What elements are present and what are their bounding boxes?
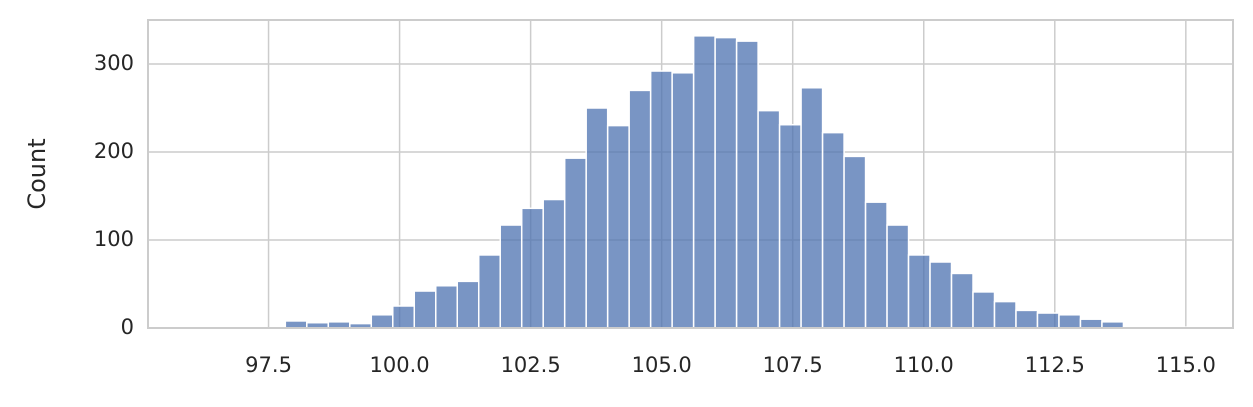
bar [520, 207, 544, 329]
bar [735, 40, 759, 329]
bar [392, 305, 416, 329]
y-tick-label: 300 [94, 51, 134, 75]
x-tick-label: 110.0 [894, 353, 954, 377]
bar [993, 300, 1017, 329]
bar [821, 131, 845, 329]
bar [972, 291, 996, 329]
bar [1015, 309, 1039, 329]
bar [456, 280, 480, 329]
bar [628, 89, 652, 329]
x-tick-label: 107.5 [763, 353, 823, 377]
bar [649, 70, 673, 329]
plot-frame [147, 19, 1234, 329]
x-tick-label: 112.5 [1025, 353, 1085, 377]
bar [284, 320, 308, 329]
y-tick-label: 100 [94, 227, 134, 251]
bar [714, 36, 738, 329]
bar [370, 314, 394, 329]
bar [477, 254, 501, 329]
y-tick-label: 0 [121, 315, 134, 339]
bar [843, 155, 867, 329]
bar [800, 87, 824, 329]
x-tick-label: 102.5 [501, 353, 561, 377]
bar [413, 290, 437, 329]
bar [563, 157, 587, 329]
bar [864, 201, 888, 329]
bar [435, 285, 459, 329]
x-tick-label: 115.0 [1156, 353, 1216, 377]
bar [929, 261, 953, 329]
bar [585, 107, 609, 329]
bar [886, 224, 910, 329]
y-tick-label: 200 [94, 139, 134, 163]
bar [542, 198, 566, 329]
bar [757, 109, 781, 329]
x-tick-label: 100.0 [370, 353, 430, 377]
x-tick-label: 97.5 [245, 353, 292, 377]
bar [1036, 312, 1060, 329]
bar [907, 254, 931, 329]
x-tick-label: 105.0 [632, 353, 692, 377]
bar [778, 123, 802, 329]
bar [1058, 314, 1082, 329]
bar [1079, 318, 1103, 329]
bar [692, 35, 716, 329]
y-axis-label: Count [23, 138, 51, 209]
bar [950, 272, 974, 329]
bar [606, 124, 630, 329]
bar [671, 72, 695, 329]
bar [499, 224, 523, 329]
